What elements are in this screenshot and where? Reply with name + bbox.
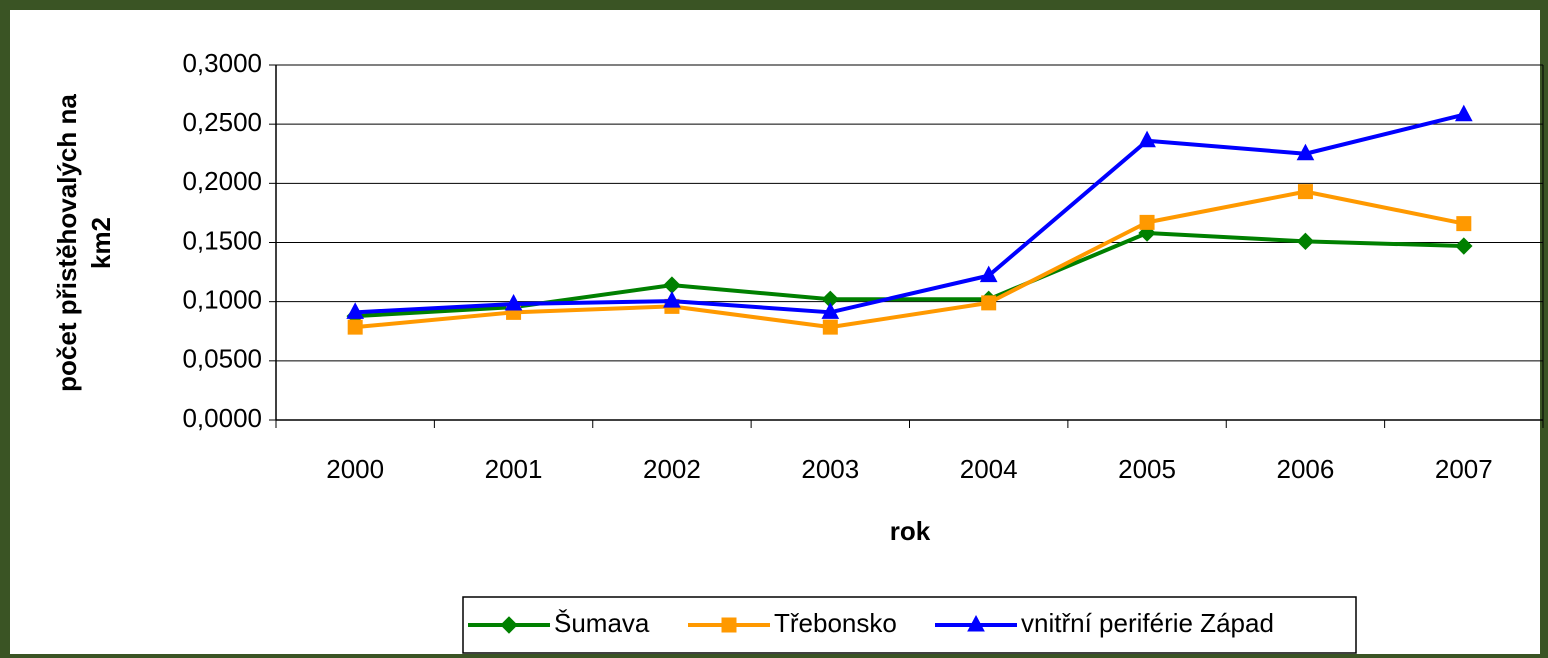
marker xyxy=(1139,214,1155,230)
marker xyxy=(979,265,998,283)
x-tick-label: 2005 xyxy=(1118,454,1176,484)
marker xyxy=(1454,104,1473,122)
marker xyxy=(663,291,681,308)
x-tick-label: 2000 xyxy=(326,454,384,484)
legend-marker xyxy=(967,614,985,632)
legend-box xyxy=(462,596,1357,654)
marker xyxy=(821,302,840,319)
marker xyxy=(347,319,363,335)
y-tick-label: 0,2500 xyxy=(182,107,262,137)
legend-label: Šumava xyxy=(554,608,650,638)
x-tick-label: 2003 xyxy=(801,454,859,484)
legend-label: vnitřní periférie Západ xyxy=(1021,608,1274,638)
y-tick-label: 0,3000 xyxy=(182,48,262,78)
y-tick-label: 0,1000 xyxy=(182,285,262,315)
y-tick-label: 0,2000 xyxy=(182,166,262,196)
x-tick-label: 2006 xyxy=(1277,454,1335,484)
y-axis-title: počet přistěhovalých na km2 xyxy=(52,94,116,392)
marker xyxy=(1297,184,1313,200)
x-tick-label: 2001 xyxy=(485,454,543,484)
y-axis-title-line: počet přistěhovalých na xyxy=(52,94,82,392)
legend-label: Třebonsko xyxy=(774,608,897,638)
marker xyxy=(822,319,838,335)
x-tick-label: 2004 xyxy=(960,454,1018,484)
marker xyxy=(981,295,997,311)
marker xyxy=(1138,130,1156,148)
marker xyxy=(1296,232,1315,251)
y-tick-label: 0,0000 xyxy=(182,403,262,433)
y-tick-label: 0,0500 xyxy=(182,344,262,374)
legend-marker xyxy=(500,616,518,634)
legend-marker xyxy=(721,617,737,633)
marker xyxy=(1455,237,1473,255)
series-line xyxy=(355,189,1465,330)
marker xyxy=(1296,143,1315,161)
marker xyxy=(504,293,523,311)
marker xyxy=(1456,216,1472,232)
chart-area xyxy=(10,10,1540,654)
x-axis-title: rok xyxy=(890,516,931,546)
y-axis-title-line: km2 xyxy=(86,217,116,269)
x-tick-label: 2007 xyxy=(1435,454,1493,484)
marker xyxy=(346,302,365,319)
series-line xyxy=(355,112,1465,315)
x-tick-label: 2002 xyxy=(643,454,701,484)
y-tick-label: 0,1500 xyxy=(182,225,262,255)
